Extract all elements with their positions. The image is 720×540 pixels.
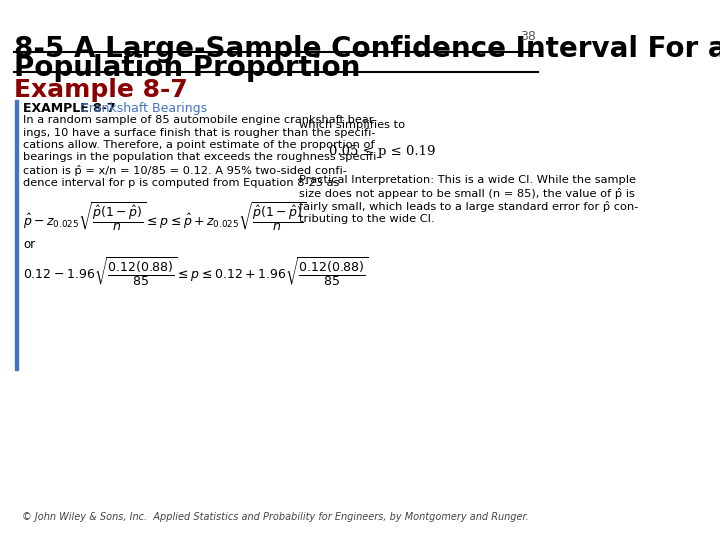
Text: Crankshaft Bearings: Crankshaft Bearings (81, 102, 207, 115)
Text: ings, 10 have a surface finish that is rougher than the specifi-: ings, 10 have a surface finish that is r… (23, 127, 375, 138)
Text: In a random sample of 85 automobile engine crankshaft bear-: In a random sample of 85 automobile engi… (23, 115, 377, 125)
Text: $0.12 - 1.96\sqrt{\dfrac{0.12(0.88)}{85}} \leq p \leq 0.12 + 1.96\sqrt{\dfrac{0.: $0.12 - 1.96\sqrt{\dfrac{0.12(0.88)}{85}… (23, 255, 369, 288)
Text: 38: 38 (521, 30, 536, 43)
Text: $\hat{p} - z_{0.025}\sqrt{\dfrac{\hat{p}(1-\hat{p})}{n}} \leq p \leq \hat{p} + z: $\hat{p} - z_{0.025}\sqrt{\dfrac{\hat{p}… (23, 200, 307, 233)
Text: which simplifies to: which simplifies to (299, 120, 405, 130)
Text: © John Wiley & Sons, Inc.  Applied Statistics and Probability for Engineers, by : © John Wiley & Sons, Inc. Applied Statis… (22, 512, 529, 522)
Text: cation is p̂ = x/n = 10/85 = 0.12. A 95% two-sided confi-: cation is p̂ = x/n = 10/85 = 0.12. A 95%… (23, 165, 347, 176)
Text: Example 8-7: Example 8-7 (14, 78, 187, 102)
Text: Population Proportion: Population Proportion (14, 54, 360, 82)
Text: EXAMPLE 8-7: EXAMPLE 8-7 (23, 102, 116, 115)
Bar (15, 100, 19, 370)
Text: tributing to the wide CI.: tributing to the wide CI. (299, 214, 434, 224)
Text: 8-5 A Large-Sample Confidence Interval For a: 8-5 A Large-Sample Confidence Interval F… (14, 35, 720, 63)
Text: fairly small, which leads to a large standard error for p̂ con-: fairly small, which leads to a large sta… (299, 201, 638, 212)
Text: Practical Interpretation: This is a wide CI. While the sample: Practical Interpretation: This is a wide… (299, 175, 636, 185)
Text: 0.05 ≤ p ≤ 0.19: 0.05 ≤ p ≤ 0.19 (329, 145, 436, 158)
Text: bearings in the population that exceeds the roughness specifi-: bearings in the population that exceeds … (23, 152, 380, 163)
Text: size does not appear to be small (n = 85), the value of p̂ is: size does not appear to be small (n = 85… (299, 188, 634, 199)
Text: cations allow. Therefore, a point estimate of the proportion of: cations allow. Therefore, a point estima… (23, 140, 374, 150)
Text: dence interval for p is computed from Equation 8-23 as: dence interval for p is computed from Eq… (23, 178, 339, 187)
Text: or: or (23, 238, 35, 251)
